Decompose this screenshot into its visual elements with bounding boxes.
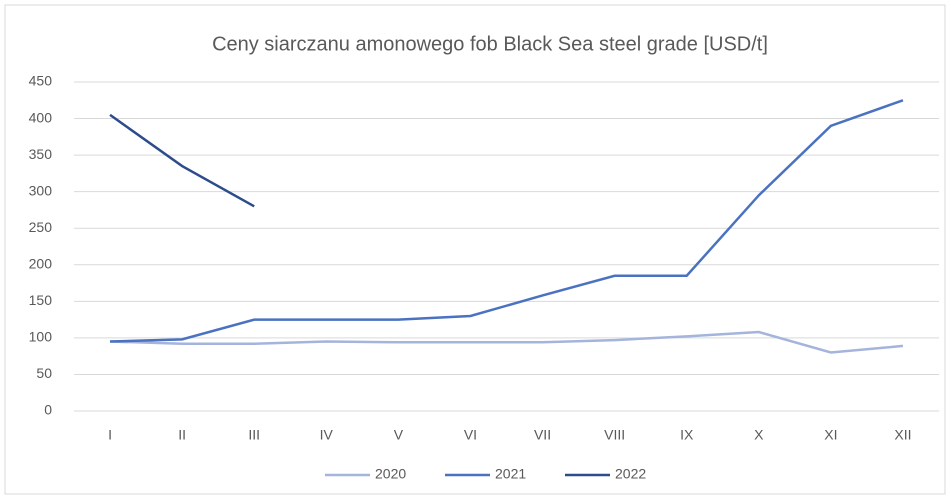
- y-tick-label: 0: [44, 402, 52, 418]
- x-tick-label: I: [108, 427, 112, 443]
- y-tick-label: 200: [29, 255, 53, 271]
- chart-title: Ceny siarczanu amonowego fob Black Sea s…: [212, 33, 768, 55]
- x-tick-label: VII: [534, 427, 551, 443]
- legend-label: 2020: [375, 466, 406, 482]
- x-tick-label: XII: [894, 427, 911, 443]
- x-tick-label: XI: [824, 427, 837, 443]
- y-tick-label: 50: [36, 365, 52, 381]
- y-tick-label: 100: [29, 329, 53, 345]
- y-tick-label: 350: [29, 146, 53, 162]
- series-line: [110, 330, 904, 354]
- x-tick-label: VIII: [604, 427, 625, 443]
- legend-label: 2021: [495, 466, 526, 482]
- y-tick-label: 400: [29, 109, 53, 125]
- series-line: [109, 113, 255, 208]
- x-tick-label: III: [248, 427, 260, 443]
- x-tick-label: IV: [320, 427, 334, 443]
- x-tick-label: VI: [464, 427, 477, 443]
- y-tick-label: 450: [29, 73, 53, 89]
- x-tick-label: IX: [680, 427, 694, 443]
- legend-label: 2022: [615, 466, 646, 482]
- y-tick-label: 300: [29, 182, 53, 198]
- series-line: [110, 99, 904, 343]
- x-tick-label: II: [178, 427, 186, 443]
- x-tick-label: V: [394, 427, 404, 443]
- y-tick-label: 150: [29, 292, 53, 308]
- chart-border: [4, 4, 946, 495]
- x-tick-label: X: [754, 427, 764, 443]
- y-tick-label: 250: [29, 219, 53, 235]
